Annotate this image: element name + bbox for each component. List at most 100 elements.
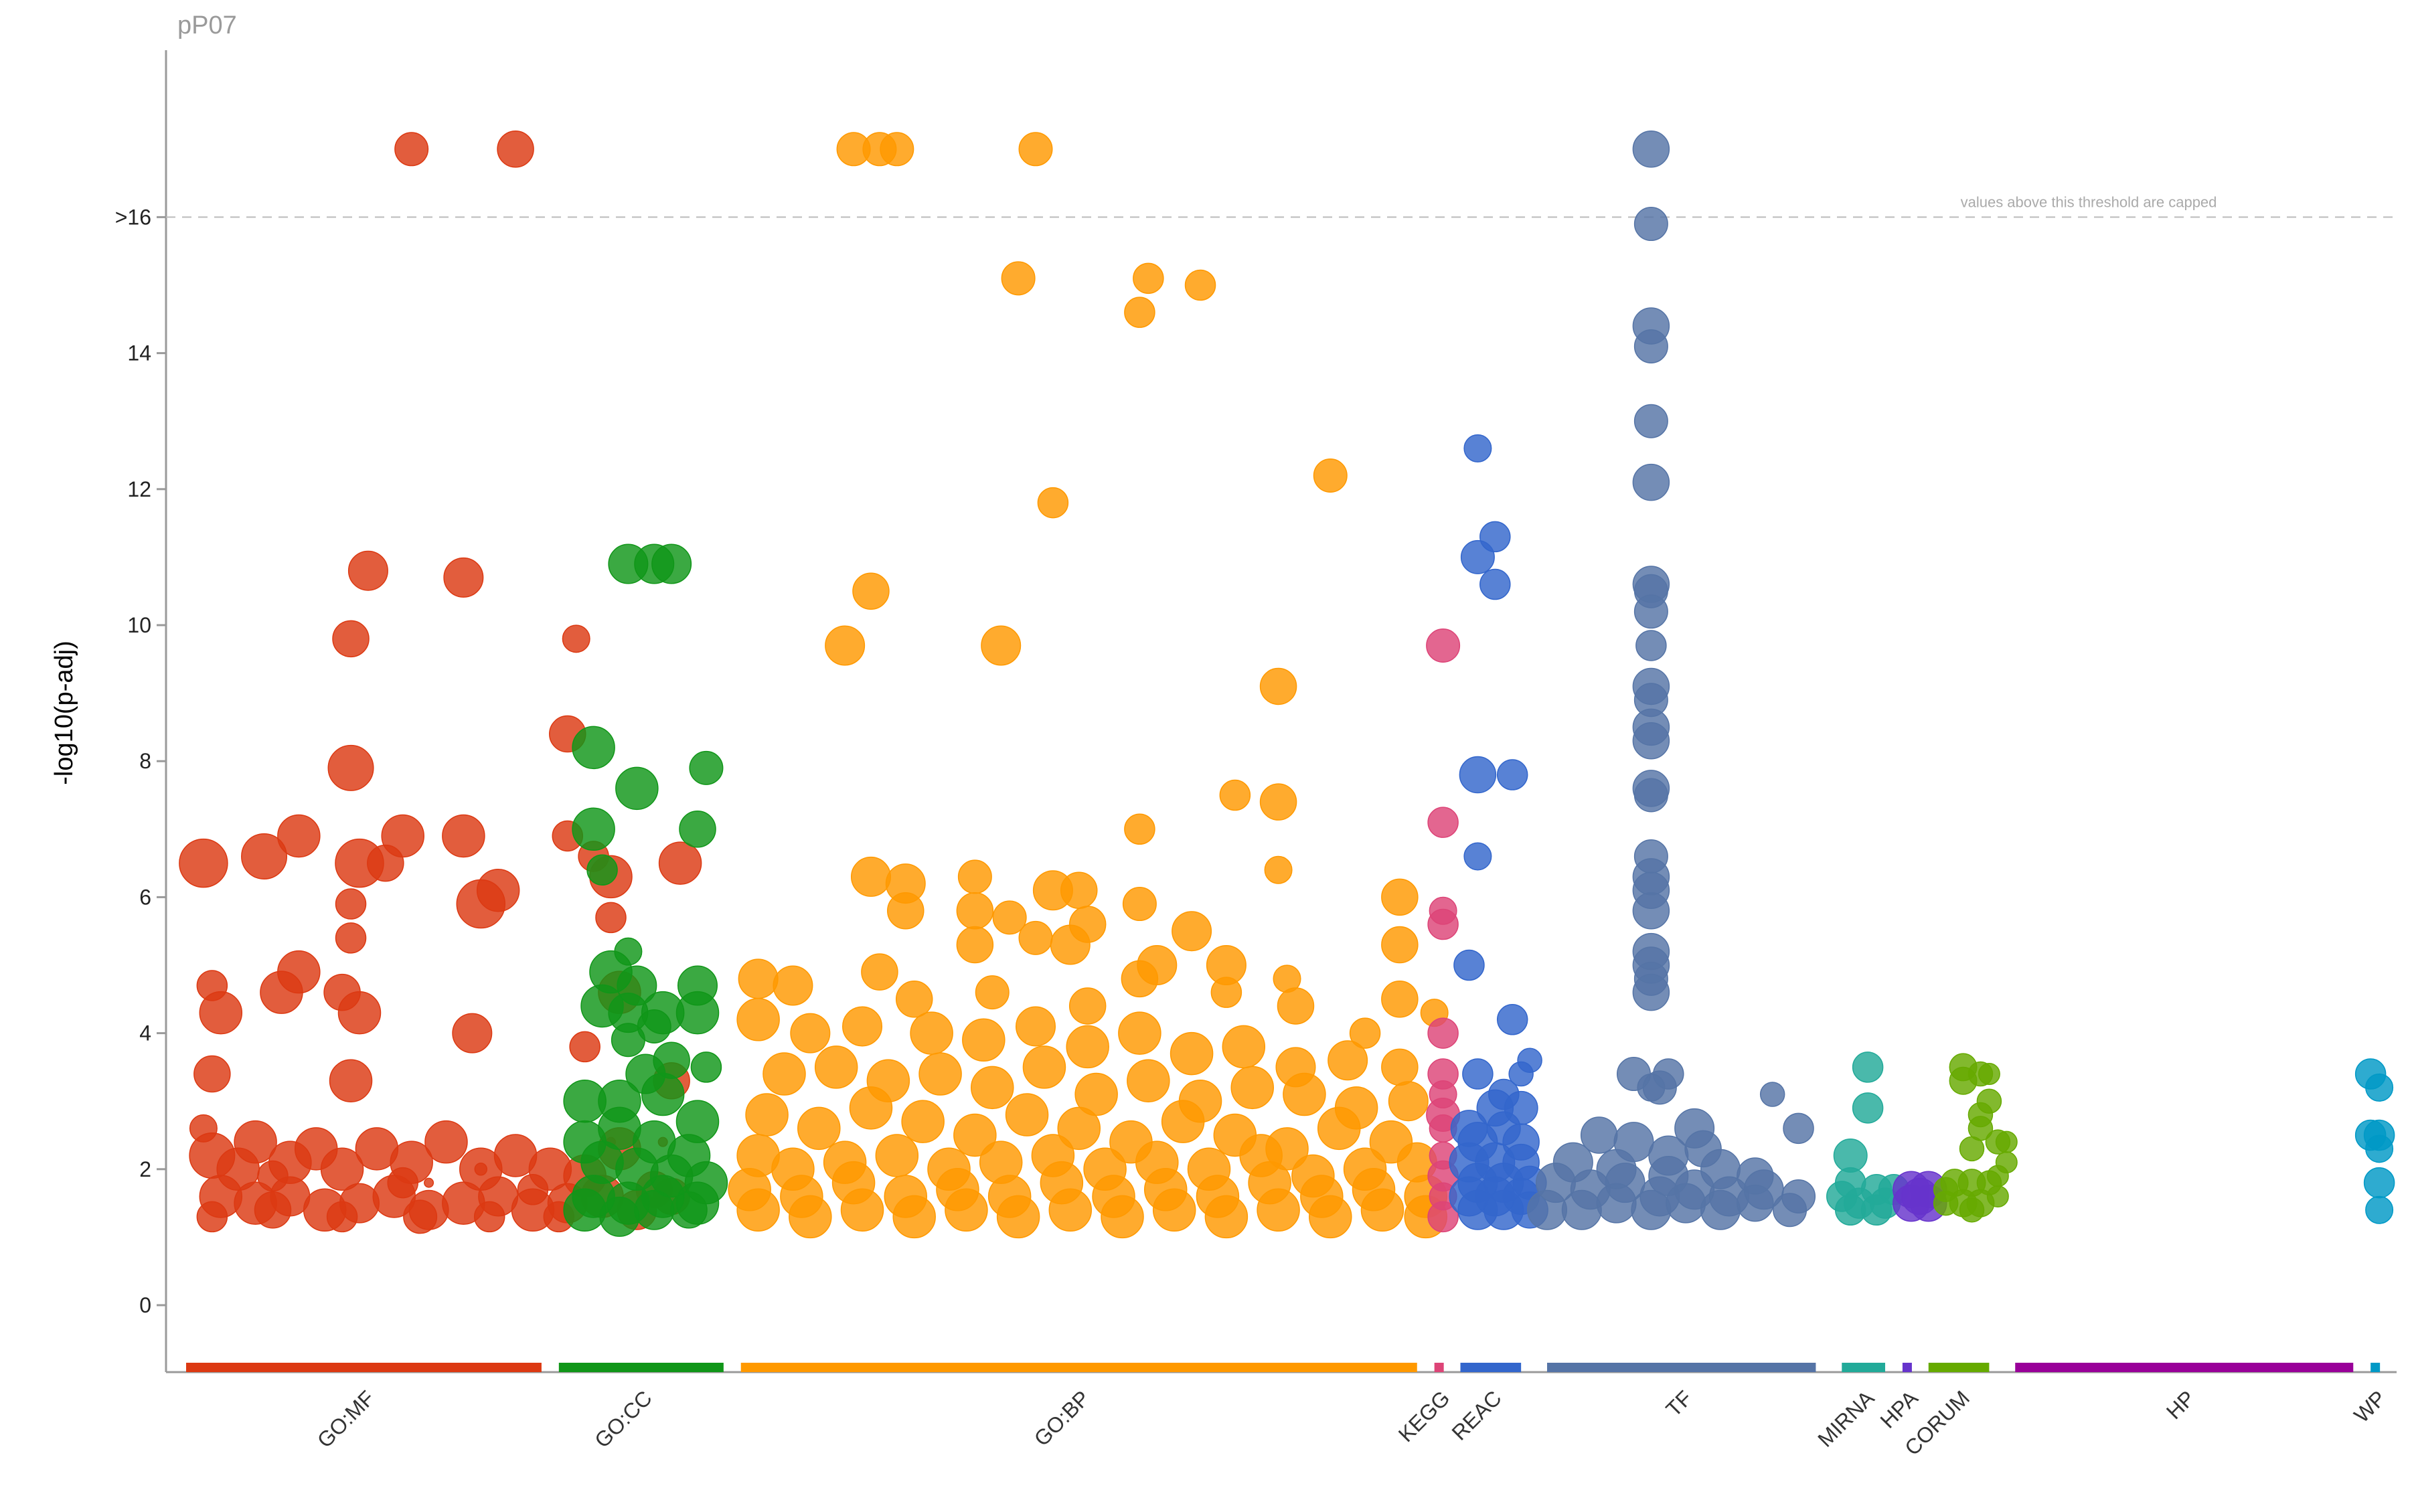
data-point-go-mf (337, 991, 382, 1035)
y-tick-label: 8 (139, 749, 151, 773)
data-point-tf (1632, 463, 1670, 501)
data-point-go-mf (327, 744, 374, 791)
data-point-go-bp (992, 900, 1027, 935)
data-point-reac (1496, 759, 1528, 790)
data-point-go-bp (1018, 920, 1053, 955)
y-tick-label: 14 (127, 341, 151, 365)
data-point-go-bp (901, 1100, 945, 1143)
data-point-go-bp (849, 1086, 893, 1130)
data-point-reac (1479, 568, 1511, 600)
y-axis-title: -log10(p-adj) (50, 641, 78, 784)
data-point-corum (1978, 1063, 2000, 1086)
y-tick-label: 0 (139, 1293, 151, 1317)
points-layer (179, 131, 2395, 1239)
data-point-go-mf (193, 1055, 231, 1093)
data-point-go-bp (1152, 1188, 1196, 1232)
data-point-go-mf (347, 550, 388, 591)
data-point-go-bp (956, 892, 994, 930)
data-point-go-cc (634, 1189, 675, 1230)
data-point-go-bp (762, 1052, 806, 1096)
data-point-tf (1632, 722, 1670, 760)
source-bar-go-cc (558, 1363, 724, 1372)
panel-title: pP07 (177, 11, 237, 39)
data-point-go-bp (1222, 1025, 1266, 1069)
data-point-go-bp (773, 965, 813, 1006)
data-point-kegg (1427, 1017, 1459, 1049)
data-point-go-bp (736, 1188, 780, 1232)
data-point-go-cc (615, 766, 659, 811)
source-bar-mirna (1842, 1363, 1886, 1372)
data-point-go-bp (1016, 1006, 1056, 1047)
data-point-go-mf (595, 902, 627, 934)
data-point-corum (1986, 1185, 2009, 1207)
data-point-go-bp (1121, 960, 1159, 998)
data-point-go-mf (474, 1163, 488, 1176)
data-point-tf (1737, 1184, 1774, 1222)
data-point-mirna (1833, 1138, 1868, 1173)
data-point-wp (2365, 1135, 2394, 1163)
data-point-go-bp (1230, 1066, 1274, 1110)
data-point-reac (1463, 434, 1492, 463)
source-bar-hpa (1902, 1363, 1912, 1372)
data-point-tf (1633, 778, 1668, 813)
data-point-go-cc (611, 1023, 645, 1058)
data-point-go-bp (1210, 977, 1242, 1008)
data-point-go-mf (277, 814, 321, 858)
data-point-go-bp (945, 1188, 988, 1232)
data-point-go-bp (1118, 1011, 1161, 1055)
source-bar-go-mf (186, 1363, 542, 1372)
data-point-tf (1632, 892, 1670, 930)
data-point-go-mf (658, 841, 702, 885)
data-point-go-bp (1068, 906, 1107, 943)
data-point-go-cc (641, 1072, 685, 1116)
data-point-go-bp (1172, 911, 1212, 952)
data-point-go-bp (797, 1106, 841, 1151)
data-point-go-mf (387, 1167, 418, 1199)
data-point-go-bp (850, 856, 891, 897)
data-point-go-bp (975, 975, 1010, 1010)
data-point-go-mf (320, 1147, 364, 1191)
data-point-tf (1561, 1189, 1602, 1230)
data-point-go-bp (1283, 1072, 1326, 1116)
source-label-go-mf: GO:MF (313, 1385, 380, 1452)
data-point-go-mf (254, 1191, 292, 1229)
y-tick-label: 12 (127, 477, 151, 501)
source-label-tf: TF (1662, 1385, 1697, 1421)
data-point-tf (1783, 1112, 1814, 1145)
data-point-go-bp (738, 958, 779, 999)
data-point-go-bp (953, 1113, 997, 1157)
data-point-go-mf (241, 833, 288, 879)
data-point-tf (1633, 404, 1668, 438)
data-point-go-mf (260, 971, 303, 1014)
data-point-kegg (1427, 1201, 1459, 1233)
source-label-hpa: HPA (1876, 1385, 1923, 1433)
data-point-reac (1508, 1061, 1534, 1087)
data-point-go-bp (981, 625, 1022, 666)
data-point-go-bp (910, 1011, 953, 1055)
y-tick-label: 4 (139, 1021, 151, 1045)
data-point-tf (1773, 1193, 1807, 1228)
data-point-go-mf (562, 624, 590, 653)
data-point-go-bp (895, 981, 933, 1018)
data-point-tf (1632, 131, 1670, 168)
data-point-go-mf (326, 1201, 358, 1233)
data-point-go-mf (179, 838, 228, 888)
data-point-go-mf (456, 879, 506, 929)
data-point-mirna (1852, 1092, 1884, 1124)
data-point-go-bp (1037, 487, 1069, 519)
data-point-go-bp (1264, 855, 1293, 884)
data-point-go-mf (424, 1120, 468, 1164)
data-point-go-mf (394, 132, 429, 167)
data-point-tf (1596, 1183, 1637, 1224)
data-point-go-bp (1309, 1195, 1352, 1239)
data-point-go-bp (1122, 887, 1157, 922)
data-point-go-bp (996, 1195, 1040, 1239)
data-point-go-bp (957, 859, 992, 894)
data-point-reac (1496, 1004, 1528, 1035)
data-point-go-bp (1101, 1195, 1144, 1239)
data-point-go-bp (887, 892, 925, 930)
source-bar-hp (2015, 1363, 2354, 1372)
y-tick-label: 6 (139, 885, 151, 909)
data-point-reac (1462, 1058, 1494, 1090)
data-point-go-mf (234, 1120, 277, 1164)
